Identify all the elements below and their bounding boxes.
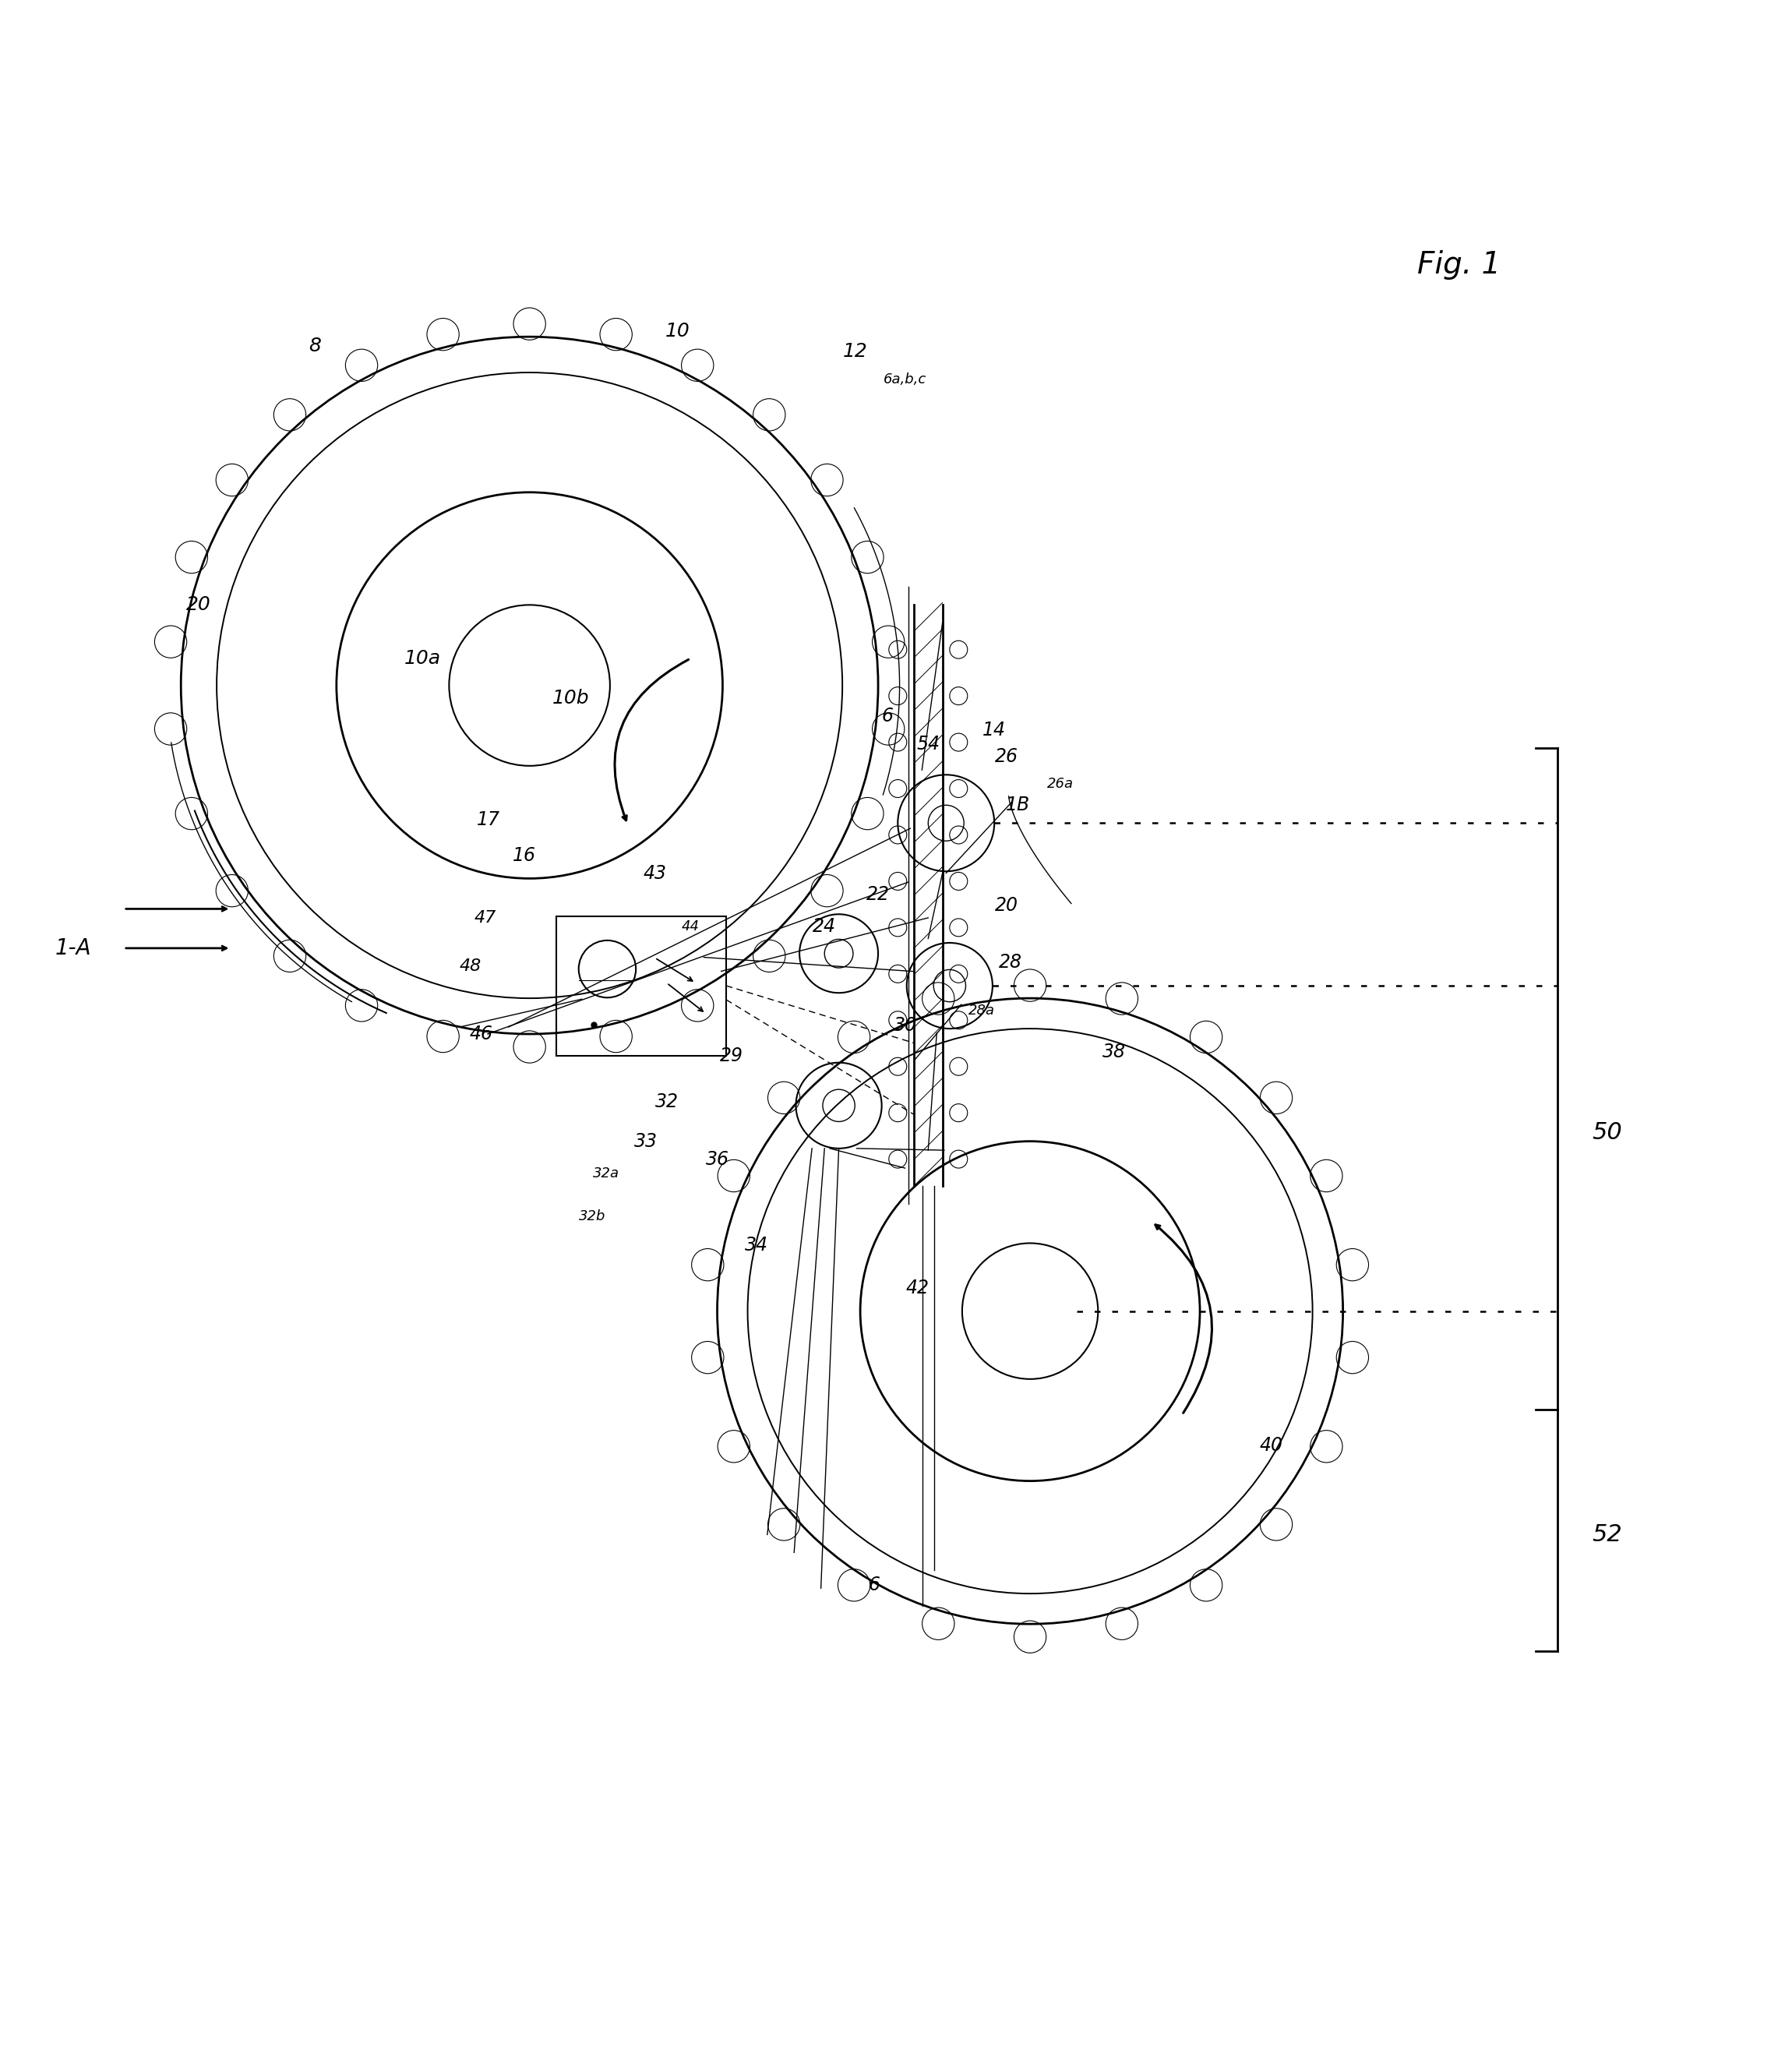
Text: 12: 12 (842, 341, 867, 360)
Text: 54: 54 (916, 734, 939, 753)
Text: 6a,b,c: 6a,b,c (883, 372, 926, 387)
Text: 52: 52 (1593, 1524, 1622, 1547)
Text: 44: 44 (681, 920, 699, 935)
Text: 40: 40 (1260, 1435, 1283, 1454)
Text: 32: 32 (656, 1092, 679, 1111)
Text: 32b: 32b (579, 1210, 606, 1224)
Text: 14: 14 (982, 722, 1005, 740)
Text: 1B: 1B (1005, 796, 1030, 815)
Text: 26a: 26a (1047, 778, 1073, 790)
Text: 48: 48 (459, 957, 482, 974)
Text: 6: 6 (869, 1576, 880, 1594)
Text: 22: 22 (867, 885, 891, 904)
Text: 36: 36 (706, 1150, 729, 1168)
Text: 42: 42 (905, 1278, 928, 1297)
Text: 24: 24 (814, 918, 837, 937)
Text: 50: 50 (1593, 1121, 1622, 1144)
Text: 47: 47 (473, 910, 496, 926)
Text: 30: 30 (892, 1015, 918, 1034)
Text: 46: 46 (470, 1024, 493, 1044)
Text: 6: 6 (882, 707, 892, 726)
Text: 10: 10 (665, 323, 690, 341)
Text: 38: 38 (1102, 1042, 1125, 1061)
Text: Fig. 1: Fig. 1 (1417, 250, 1502, 279)
Text: 29: 29 (720, 1046, 744, 1065)
Text: 34: 34 (745, 1235, 769, 1255)
Bar (556, 916, 726, 1055)
Text: 28: 28 (998, 953, 1021, 972)
Text: 32a: 32a (593, 1166, 620, 1181)
Text: 43: 43 (643, 864, 667, 883)
Text: 20: 20 (995, 895, 1018, 914)
Text: 20: 20 (186, 596, 211, 614)
Text: 17: 17 (477, 811, 500, 829)
Text: 28a: 28a (968, 1003, 995, 1017)
Text: 10a: 10a (403, 649, 441, 668)
Text: 33: 33 (634, 1131, 658, 1150)
Text: 26: 26 (995, 747, 1018, 767)
Text: 10b: 10b (552, 689, 590, 707)
Text: 16: 16 (513, 846, 536, 864)
Text: 8: 8 (308, 337, 321, 356)
Text: 1-A: 1-A (56, 937, 91, 960)
